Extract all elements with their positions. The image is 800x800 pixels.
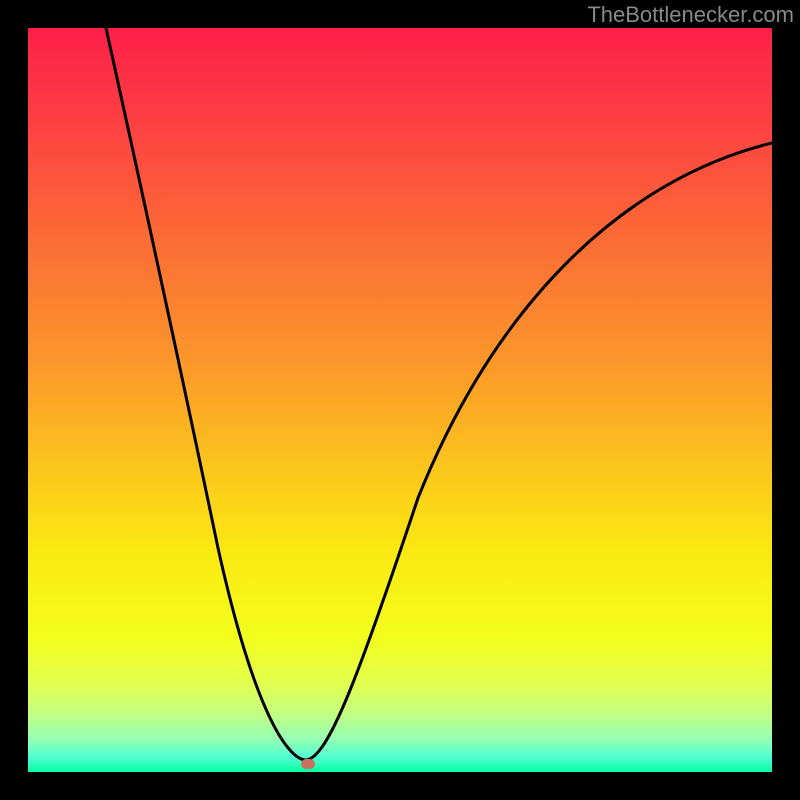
watermark-text: TheBottlenecker.com bbox=[587, 0, 800, 28]
chart-svg bbox=[28, 28, 772, 772]
gradient-background bbox=[28, 28, 772, 772]
vertex-marker bbox=[301, 759, 315, 769]
chart-plot-area bbox=[28, 28, 772, 772]
